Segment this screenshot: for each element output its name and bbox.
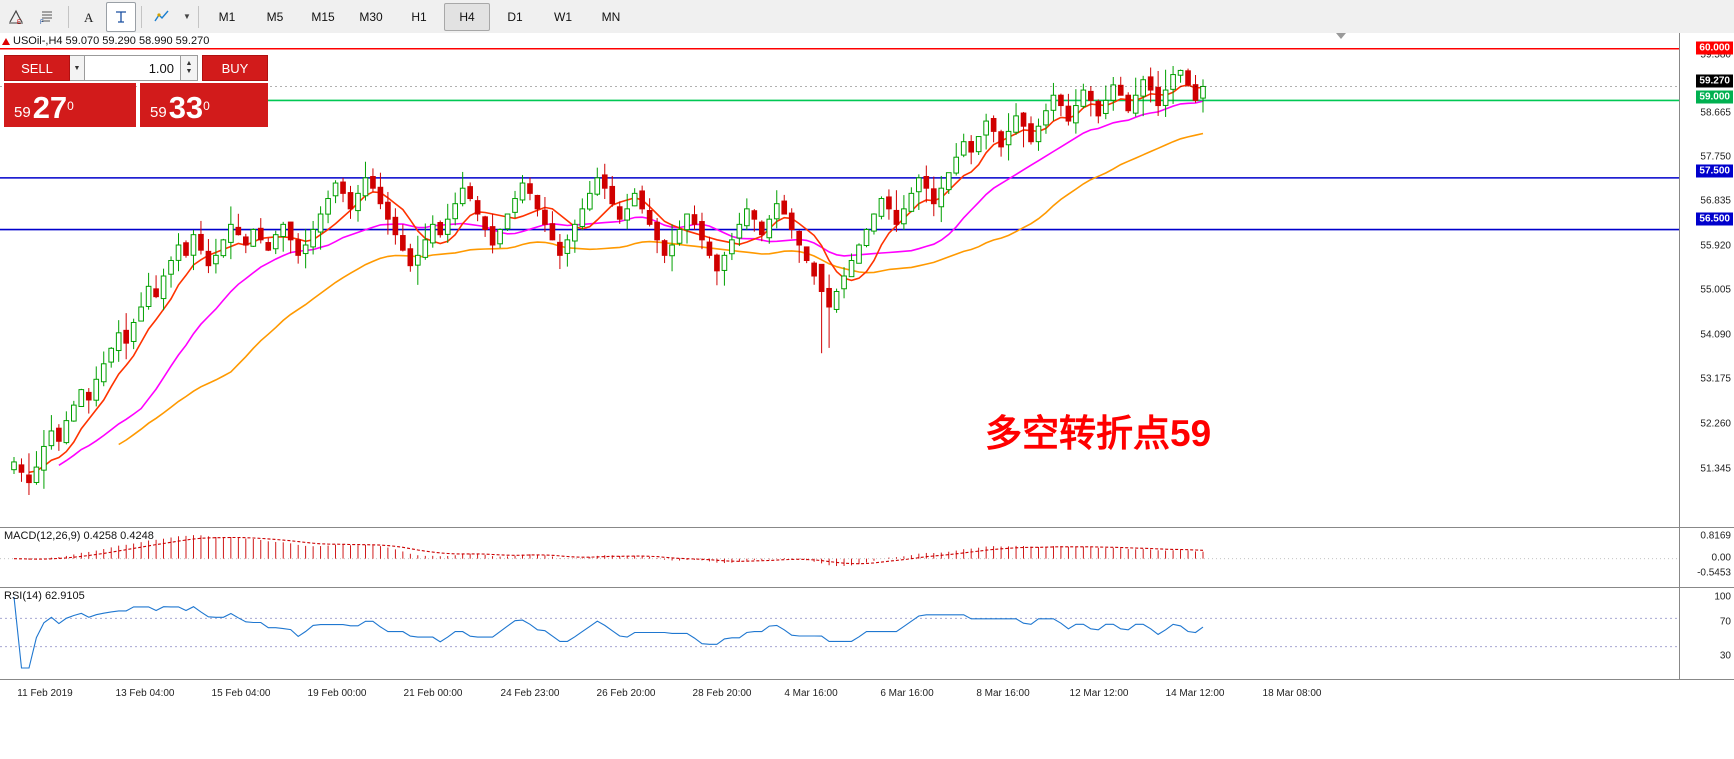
price-tick-3: 56.835: [1700, 195, 1731, 207]
chevron-down-icon[interactable]: ▼: [183, 12, 191, 21]
xtick-12: 14 Mar 12:00: [1165, 688, 1225, 699]
ask-price[interactable]: 59 33 0: [140, 83, 268, 127]
rsi-scale: 100 70 30: [1679, 588, 1734, 680]
timeframe-mn[interactable]: MN: [601, 9, 621, 24]
xtick-0: 11 Feb 2019: [17, 688, 73, 699]
price-line-label-575: 57.500: [1696, 164, 1733, 178]
ime-icon[interactable]: E: [1, 2, 31, 32]
one-click-trading-panel[interactable]: SELL ▼ 1.00 ▲ ▼ BUY 59 27 0 59 33 0: [4, 55, 268, 127]
svg-text:E: E: [17, 20, 21, 26]
indicators-icon[interactable]: [147, 2, 177, 32]
bid-big: 27: [32, 90, 68, 125]
chart-annotation-text: 多空转折点59: [985, 413, 1212, 454]
timeframe-h4[interactable]: H4: [444, 2, 490, 31]
timeframe-w1[interactable]: W1: [554, 9, 572, 24]
macd-tick-1: 0.00: [1711, 552, 1731, 564]
timeframe-m15[interactable]: M15: [311, 9, 335, 24]
macd-label: MACD(12,26,9) 0.4258 0.4248: [4, 530, 154, 542]
toolbar-separator-2: [141, 5, 142, 28]
bid-prefix: 59: [14, 104, 31, 121]
text-a-icon[interactable]: A: [74, 2, 104, 32]
chart-grip-handle[interactable]: [1336, 33, 1347, 39]
xtick-9: 6 Mar 16:00: [880, 688, 934, 699]
rsi-label: RSI(14) 62.9105: [4, 590, 85, 602]
toolbar-separator-3: [198, 5, 199, 28]
timeframe-h1[interactable]: H1: [411, 9, 427, 24]
price-tick-7: 53.175: [1700, 373, 1731, 385]
time-axis[interactable]: 11 Feb 2019 13 Feb 04:00 15 Feb 04:00 19…: [0, 679, 1734, 759]
price-line-label-59: 59.000: [1696, 90, 1733, 104]
volume-stepper[interactable]: ▲ ▼: [181, 55, 198, 81]
timeframe-m1[interactable]: M1: [218, 9, 236, 24]
xtick-4: 21 Feb 00:00: [403, 688, 463, 699]
price-tick-6: 54.090: [1700, 329, 1731, 341]
price-tick-2: 57.750: [1700, 151, 1731, 163]
price-tick-4: 55.920: [1700, 240, 1731, 252]
price-line-label-565: 56.500: [1696, 212, 1733, 226]
svg-text:F: F: [40, 20, 44, 26]
price-tick-5: 55.005: [1700, 284, 1731, 296]
ask-sup: 0: [203, 99, 210, 113]
price-label-current: 59.270: [1696, 74, 1733, 88]
bid-price[interactable]: 59 27 0: [4, 83, 136, 127]
xtick-6: 26 Feb 20:00: [596, 688, 656, 699]
xtick-13: 18 Mar 08:00: [1262, 688, 1322, 699]
price-tick-8: 52.260: [1700, 418, 1731, 430]
price-tick-1: 58.665: [1700, 107, 1731, 119]
macd-plot: [0, 528, 1680, 588]
price-tick-0: 59.580: [1700, 49, 1731, 61]
xtick-7: 28 Feb 20:00: [692, 688, 752, 699]
timeframe-m30[interactable]: M30: [359, 9, 383, 24]
xtick-3: 19 Feb 00:00: [307, 688, 367, 699]
sell-button[interactable]: SELL: [4, 55, 70, 81]
macd-tick-0: 0.8169: [1700, 530, 1731, 542]
macd-series: [0, 535, 1680, 567]
xtick-2: 15 Feb 04:00: [211, 688, 271, 699]
price-plot[interactable]: [0, 33, 1680, 527]
oct-price-row: 59 27 0 59 33 0: [4, 83, 268, 127]
volume-input[interactable]: 1.00: [85, 55, 181, 81]
timeframe-d1[interactable]: D1: [507, 9, 523, 24]
rsi-tick-1: 70: [1719, 616, 1731, 628]
volume-dropdown-icon[interactable]: ▼: [70, 55, 85, 81]
toolbar-separator: [68, 5, 69, 28]
text-label-icon[interactable]: [106, 1, 136, 32]
rsi-series: [0, 596, 1680, 669]
symbol-header-text: USOil-,H4 59.070 59.290 58.990 59.270: [13, 35, 210, 47]
macd-scale: 0.8169 0.00 -0.5453: [1679, 528, 1734, 588]
grid-icon[interactable]: F: [33, 2, 63, 32]
macd-tick-2: -0.5453: [1697, 567, 1731, 579]
bid-sup: 0: [67, 99, 74, 113]
price-line-label-60: 60.000: [1696, 41, 1733, 55]
symbol-triangle-icon: [2, 37, 10, 45]
ask-prefix: 59: [150, 104, 167, 121]
svg-text:A: A: [84, 10, 94, 25]
xtick-10: 8 Mar 16:00: [976, 688, 1030, 699]
price-panel[interactable]: 59.580 58.665 57.750 56.835 55.920 55.00…: [0, 33, 1734, 527]
rsi-panel[interactable]: 100 70 30 RSI(14) 62.9105: [0, 587, 1734, 680]
rsi-tick-2: 30: [1719, 650, 1731, 662]
chart-area[interactable]: 59.580 58.665 57.750 56.835 55.920 55.00…: [0, 33, 1734, 759]
price-candles: [0, 47, 1680, 496]
xtick-11: 12 Mar 12:00: [1069, 688, 1129, 699]
xtick-5: 24 Feb 23:00: [500, 688, 560, 699]
timeframe-m5[interactable]: M5: [266, 9, 284, 24]
rsi-plot: [0, 588, 1680, 680]
macd-panel[interactable]: 0.8169 0.00 -0.5453 MACD(12,26,9) 0.4258…: [0, 527, 1734, 588]
price-tick-9: 51.345: [1700, 463, 1731, 475]
rsi-tick-0: 100: [1714, 591, 1731, 603]
oct-top-row[interactable]: SELL ▼ 1.00 ▲ ▼ BUY: [4, 55, 268, 81]
symbol-header: USOil-,H4 59.070 59.290 58.990 59.270: [2, 35, 209, 47]
xtick-1: 13 Feb 04:00: [115, 688, 175, 699]
toolbar: E F A ▼ M1 M5 M15 M30 H1 H4 D1 W1 MN: [0, 0, 1734, 34]
xtick-8: 4 Mar 16:00: [784, 688, 838, 699]
price-scale[interactable]: 59.580 58.665 57.750 56.835 55.920 55.00…: [1679, 33, 1734, 527]
ask-big: 33: [168, 90, 204, 125]
buy-button[interactable]: BUY: [202, 55, 268, 81]
